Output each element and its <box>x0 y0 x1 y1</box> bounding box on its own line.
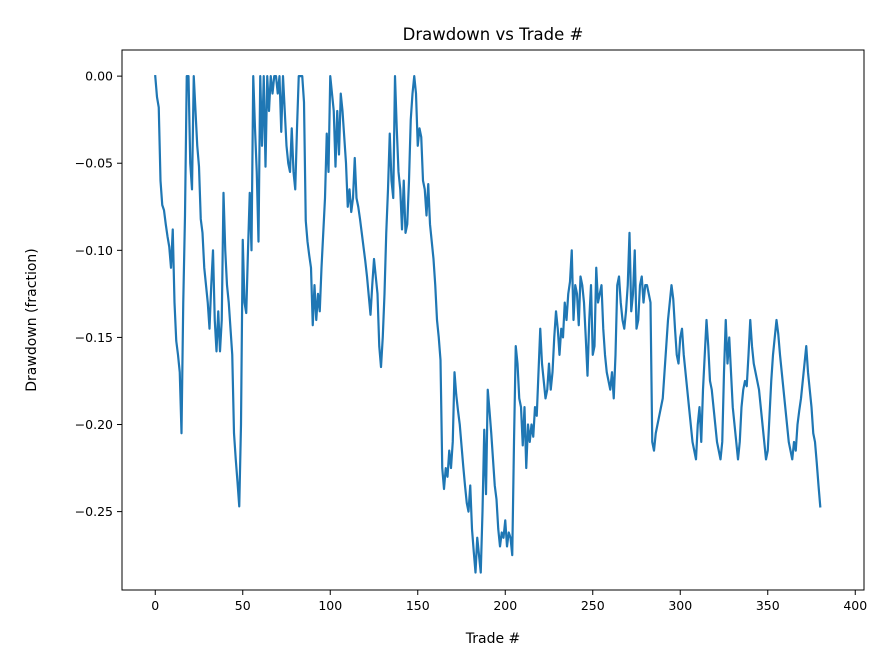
x-tick-label: 400 <box>843 598 867 613</box>
x-tick-label: 50 <box>235 598 251 613</box>
y-tick-label: −0.10 <box>75 243 113 258</box>
x-tick-label: 100 <box>318 598 342 613</box>
x-tick-label: 150 <box>406 598 430 613</box>
x-axis: 0 50 100 150 200 250 300 350 400 <box>151 590 867 613</box>
y-tick-label: 0.00 <box>85 69 113 84</box>
y-axis-label: Drawdown (fraction) <box>24 248 40 392</box>
y-tick-label: −0.25 <box>75 504 113 519</box>
x-axis-label: Trade # <box>465 631 521 647</box>
y-axis: 0.00 −0.05 −0.10 −0.15 −0.20 −0.25 <box>75 69 122 519</box>
x-tick-label: 250 <box>581 598 605 613</box>
plot-area <box>121 49 865 591</box>
axes-frame <box>121 49 865 591</box>
x-tick-label: 350 <box>756 598 780 613</box>
y-tick-label: −0.05 <box>75 156 113 171</box>
drawdown-series-line <box>154 74 822 574</box>
y-tick-label: −0.20 <box>75 417 113 432</box>
chart-title: Drawdown vs Trade # <box>403 25 584 44</box>
x-tick-label: 200 <box>493 598 517 613</box>
x-tick-label: 0 <box>151 598 159 613</box>
y-tick-label: −0.15 <box>75 330 113 345</box>
x-tick-label: 300 <box>668 598 692 613</box>
